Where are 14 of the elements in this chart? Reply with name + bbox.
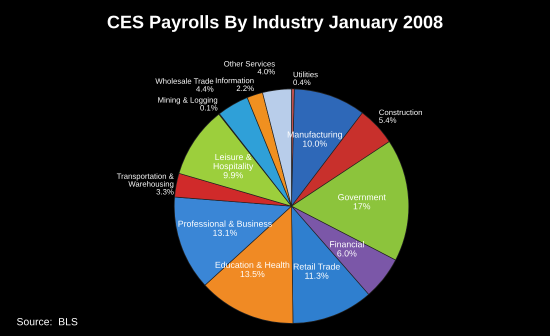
slice-label: Financial — [330, 240, 364, 248]
data-label: 13.5% — [240, 270, 264, 278]
slice-label: Professional & Business — [178, 220, 272, 227]
slice-label: Leisure & Hospitality — [214, 154, 254, 171]
slice-label: Government — [338, 194, 386, 200]
data-label: 10.0% — [303, 140, 327, 147]
data-label: 17% — [354, 203, 370, 210]
data-label: 6.0% — [337, 250, 357, 256]
data-label: 9.9% — [224, 172, 243, 178]
data-label: 13.1% — [213, 230, 238, 236]
slice-label: Retail Trade — [294, 263, 340, 270]
source-note: Source: BLS — [16, 318, 78, 326]
data-label: 11.3% — [305, 272, 328, 279]
chart-title: CES Payrolls By Industry January 2008 — [108, 15, 443, 32]
